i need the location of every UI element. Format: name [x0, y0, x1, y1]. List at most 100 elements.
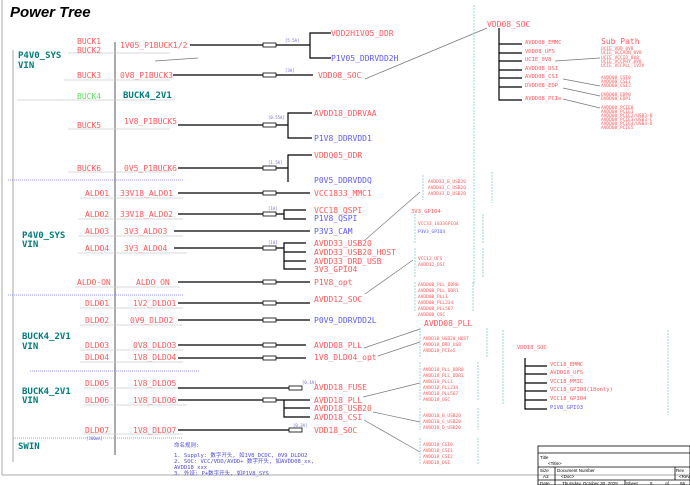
sub-path-item: AVDD08_PCIE5 — [601, 126, 634, 131]
load-label: P1V8_QSPI — [314, 214, 358, 223]
current-rating: [1A] — [268, 240, 278, 245]
title-block-sheet-value: 5 — [650, 481, 653, 485]
sub-box-item: AVDD08_PLL_DDR0 — [418, 283, 459, 288]
sub-box-item: AVDD18_PCIe5 — [423, 349, 456, 354]
naming-rule: 2. SOC: VCC/VDD/AVDD+ 数字开头, 如AVDD08_xx, — [174, 459, 315, 465]
load-label: VDD08_SOC — [318, 71, 362, 80]
regulator-label: DLDO5 — [85, 379, 110, 388]
sub-path-item: DVDD08_EDP1 — [601, 97, 631, 102]
naming-rule: 1. Supply: 数字开头, 如1V8_DCDC, 0V9_DLDO2 — [174, 453, 308, 459]
load-label: AVDD18_DDRVAA — [314, 109, 377, 118]
regulator-label: DLDO4 — [85, 353, 110, 362]
regulator-label: BUCK5 — [77, 121, 102, 130]
input-label: VIN — [22, 342, 39, 352]
rail-label: 1V8_DLDO6 — [133, 396, 177, 405]
input-label: P4V0_SYS — [22, 231, 66, 241]
sub-box-item: P3V3_GPIO4 — [418, 230, 446, 235]
title-block-sheet-label: Sheet — [626, 481, 638, 485]
input-label: VIN — [18, 61, 35, 71]
title-block-size-value: A3 — [543, 474, 549, 479]
vdd18-branch: VCC18_GPIO4 — [550, 396, 587, 402]
rail-label: 0V8_DLDO3 — [133, 341, 177, 350]
regulator-label: DLDO6 — [85, 396, 110, 405]
input-label: VIN — [22, 396, 39, 406]
load-label: VCC1833_MMC1 — [314, 189, 372, 198]
sub-box-item: AVDD08_OSC — [418, 313, 446, 318]
load-label: 1V8_DLDO4_opt — [314, 353, 377, 362]
sub-path-item: UCIE_VCCPLL_1V2V — [601, 64, 645, 69]
naming-rules-title: 命名规则: — [174, 443, 200, 449]
title-block-of-value: 56 — [680, 481, 686, 485]
vdd08-branch: AVDD08_CSI — [525, 74, 559, 80]
title-block-date-value: Thursday, October 30, 2025 — [562, 481, 618, 485]
sub-path-item: UCIE_VCCIO_0V8 — [601, 56, 639, 61]
sub-box-item: VCC33_1833GPIO4 — [418, 222, 459, 227]
current-rating: [0.1A] — [302, 380, 317, 385]
load-label: VDD2H1V05_DDR — [331, 29, 394, 38]
sub-box-title: AVDD08_PLL — [424, 319, 473, 328]
title-block-rev-value: <Rev> — [679, 474, 690, 479]
sub-box-title: 3V3_GPIO4 — [411, 209, 441, 215]
sub-box-item: AVDD08_PLL234 — [418, 301, 454, 306]
load-label: VDDQ05_DDR — [314, 151, 363, 160]
rail-label: BUCK4_2V1 — [123, 91, 172, 101]
regulator-label: ALDO4 — [85, 244, 110, 253]
page-title: Power Tree — [10, 4, 91, 21]
sub-path-title: Sub Path — [601, 37, 640, 46]
input-label: BUCK4_2V1 — [22, 387, 71, 397]
rail-label: 33V18_ALDO2 — [120, 210, 173, 219]
load-label: AVDD18_USB20 — [314, 404, 372, 413]
load-label: P1V8_DDRVDD1 — [314, 134, 372, 143]
vdd18-branch: VCC18_PMIC — [550, 379, 584, 385]
regulator-label: DLDO1 — [85, 299, 110, 308]
current-rating: [0.3A] — [293, 423, 308, 428]
sub-box-item: AVDD33_D_USB20 — [428, 192, 466, 197]
regulator-label: ALDO-ON — [77, 278, 111, 287]
load-label: AVDD18_PLL — [314, 396, 363, 405]
title-block-title-label: Title — [540, 455, 549, 460]
load-label: P0V9_DDRVDD2L — [314, 316, 377, 325]
title-block-title-value: <Title> — [548, 461, 562, 466]
naming-rule: AVDD18_xxx — [174, 465, 208, 471]
regulator-label: BUCK1 — [77, 37, 102, 46]
current-rating: [0.55A] — [268, 115, 285, 120]
regulator-label: DLDO2 — [85, 316, 110, 325]
regulator-label: ALDO1 — [85, 189, 110, 198]
vdd08-branch: AVDD08_DSI — [525, 66, 559, 72]
vdd08-branch: DVDD08_EDP — [525, 83, 559, 89]
input-label: VIN — [22, 240, 39, 250]
load-label: P3V3_CAM — [314, 227, 353, 236]
current-rating: [300mA] — [86, 436, 103, 441]
regulator-label: BUCK6 — [77, 164, 102, 173]
sub-box-item: AVDD33_C_USB20 — [428, 186, 466, 191]
rail-label: 0V9_DLDO2 — [130, 316, 174, 325]
sub-box-item: AVDD18_USB20_HOST — [423, 337, 470, 342]
title-block-docnum-label: Document Number — [557, 468, 595, 473]
rail-label: 1V8_P1BUCK5 — [124, 117, 177, 126]
sub-box-item: AVDD18_PLL_DDR0 — [423, 368, 464, 373]
load-label: AVDD08_PLL — [314, 341, 363, 350]
sub-box-item: AVDD08_PLL_DDR1 — [418, 289, 459, 294]
sub-box-item: AVDD12_DSI — [418, 263, 446, 268]
title-block-frame — [537, 445, 690, 485]
sub-path-item: AVDD08_PCIE0 — [601, 106, 634, 111]
regulator-label: BUCK4 — [77, 92, 102, 101]
sub-path-item: AVDD08_PCIE4/USB3-D — [601, 122, 653, 127]
title-block-of-label: of — [665, 481, 669, 485]
sub-box-item: AVDD18_PLL1 — [423, 380, 453, 385]
sub-box-item: AVDD18_D_USB20 — [423, 426, 461, 431]
current-rating: [1A] — [268, 206, 278, 211]
load-label: P0V5_DDRVDDQ — [314, 176, 372, 185]
vdd18-branch: VCC18_GPIO3(18only) — [550, 387, 613, 393]
vdd08-branch: AVDD08_EMMC — [525, 40, 562, 46]
title-block-date-label: Date: — [540, 481, 551, 485]
regulator-label: DLDO7 — [85, 426, 110, 435]
load-label: P1V8_opt — [314, 278, 353, 287]
load-label: P1V05_DDRVDD2H — [331, 54, 399, 63]
input-label: SWIN — [18, 442, 40, 452]
input-label: BUCK4_2V1 — [22, 332, 71, 342]
sub-box-item: AVDD18_DRD_USB — [423, 343, 461, 348]
load-label: AVDD33_DRD_USB — [314, 257, 382, 266]
sub-box-item: AVDD18_PLL567 — [423, 392, 459, 397]
